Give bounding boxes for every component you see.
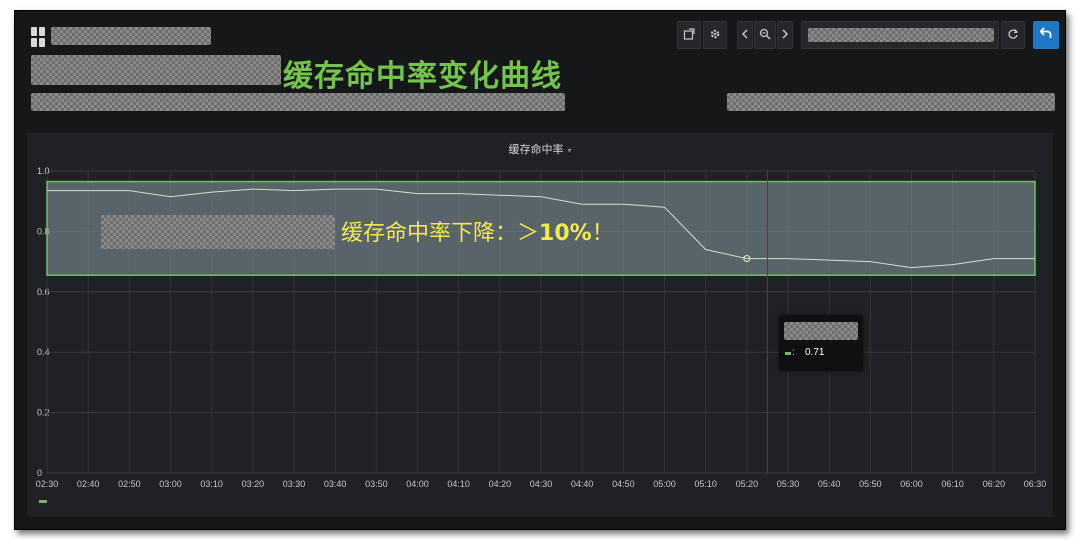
- time-forward-button[interactable]: [777, 21, 793, 49]
- x-tick-label: 04:50: [612, 479, 635, 489]
- tooltip-time-masked: [784, 322, 858, 340]
- time-back-button[interactable]: [737, 21, 753, 49]
- x-tick-label: 05:40: [818, 479, 841, 489]
- y-tick-label: 0.8: [37, 226, 50, 236]
- dashboard-window: 缓存命中率变化曲线 缓存命: [14, 10, 1066, 530]
- y-tick-label: 1.0: [37, 166, 50, 176]
- hover-point-marker: [743, 254, 751, 263]
- y-tick-label: 0.4: [37, 347, 50, 357]
- x-tick-label: 06:00: [900, 479, 923, 489]
- x-tick-label: 04:40: [571, 479, 594, 489]
- tooltip-separator: :: [792, 347, 795, 358]
- refresh-button[interactable]: [1001, 21, 1025, 49]
- x-tick-label: 04:20: [489, 479, 512, 489]
- x-tick-label: 03:10: [200, 479, 223, 489]
- x-tick-label: 06:10: [941, 479, 964, 489]
- legend-series-swatch[interactable]: [39, 500, 47, 503]
- y-tick-label: 0.6: [37, 287, 50, 297]
- x-tick-label: 04:00: [406, 479, 429, 489]
- y-tick-label: 0.2: [37, 408, 50, 418]
- masked-annotation: [101, 215, 335, 249]
- panel-title[interactable]: 缓存命中率 ▾: [508, 144, 572, 156]
- line-chart[interactable]: 0 0.2 0.4 0.6 0.8 1.0 02:30 02:40 02:50 03:00 03:1…: [27, 133, 1053, 517]
- back-arrow-icon: [1039, 26, 1052, 44]
- tooltip-value: 0.71: [805, 347, 825, 358]
- template-variable-masked-right[interactable]: [727, 93, 1055, 111]
- series-line[interactable]: [47, 188, 1035, 269]
- share-icon: [683, 27, 695, 43]
- x-tick-label: 06:20: [983, 479, 1006, 489]
- x-tick-label: 03:50: [365, 479, 388, 489]
- tooltip-series-swatch: [785, 352, 791, 355]
- x-tick-label: 06:30: [1024, 479, 1047, 489]
- dashboard-grid-icon[interactable]: [31, 27, 45, 47]
- page-headline: 缓存命中率变化曲线: [283, 59, 562, 94]
- x-tick-label: 03:20: [242, 479, 265, 489]
- x-tick-label: 03:40: [324, 479, 347, 489]
- masked-text-block: [31, 55, 281, 85]
- x-tick-label: 05:10: [694, 479, 717, 489]
- chevron-right-icon: [781, 28, 789, 42]
- x-tick-label: 04:30: [530, 479, 553, 489]
- y-tick-label: 0: [37, 468, 42, 478]
- zoom-out-icon: [759, 28, 771, 43]
- dashboard-title-masked[interactable]: [51, 27, 211, 45]
- x-tick-label: 03:00: [159, 479, 182, 489]
- refresh-icon: [1007, 28, 1019, 43]
- time-range-picker[interactable]: [801, 21, 999, 49]
- graph-panel: 缓存命中率 ▾ 0 0.2 0.4 0.6 0.8 1.0 02:30 02:40 02:50 03…: [27, 133, 1053, 517]
- zoom-out-button[interactable]: [754, 21, 776, 49]
- graph-tooltip: : 0.71: [779, 315, 863, 371]
- time-range-masked: [808, 28, 994, 42]
- drop-annotation: 缓存命中率下降：＞10%！: [341, 221, 614, 246]
- x-tick-label: 05:50: [859, 479, 882, 489]
- x-tick-label: 04:10: [447, 479, 470, 489]
- settings-button[interactable]: [703, 21, 727, 49]
- x-tick-label: 02:30: [36, 479, 59, 489]
- chevron-left-icon: [741, 28, 749, 42]
- share-button[interactable]: [677, 21, 701, 49]
- x-tick-label: 03:30: [283, 479, 306, 489]
- template-variables-masked[interactable]: [31, 93, 565, 111]
- back-to-dashboard-button[interactable]: [1033, 21, 1059, 49]
- chevron-down-icon: ▾: [567, 146, 572, 155]
- x-tick-label: 02:40: [77, 479, 100, 489]
- x-tick-label: 05:20: [736, 479, 759, 489]
- x-tick-label: 05:00: [653, 479, 676, 489]
- x-tick-label: 05:30: [777, 479, 800, 489]
- gear-icon: [709, 28, 721, 43]
- x-tick-label: 02:50: [118, 479, 141, 489]
